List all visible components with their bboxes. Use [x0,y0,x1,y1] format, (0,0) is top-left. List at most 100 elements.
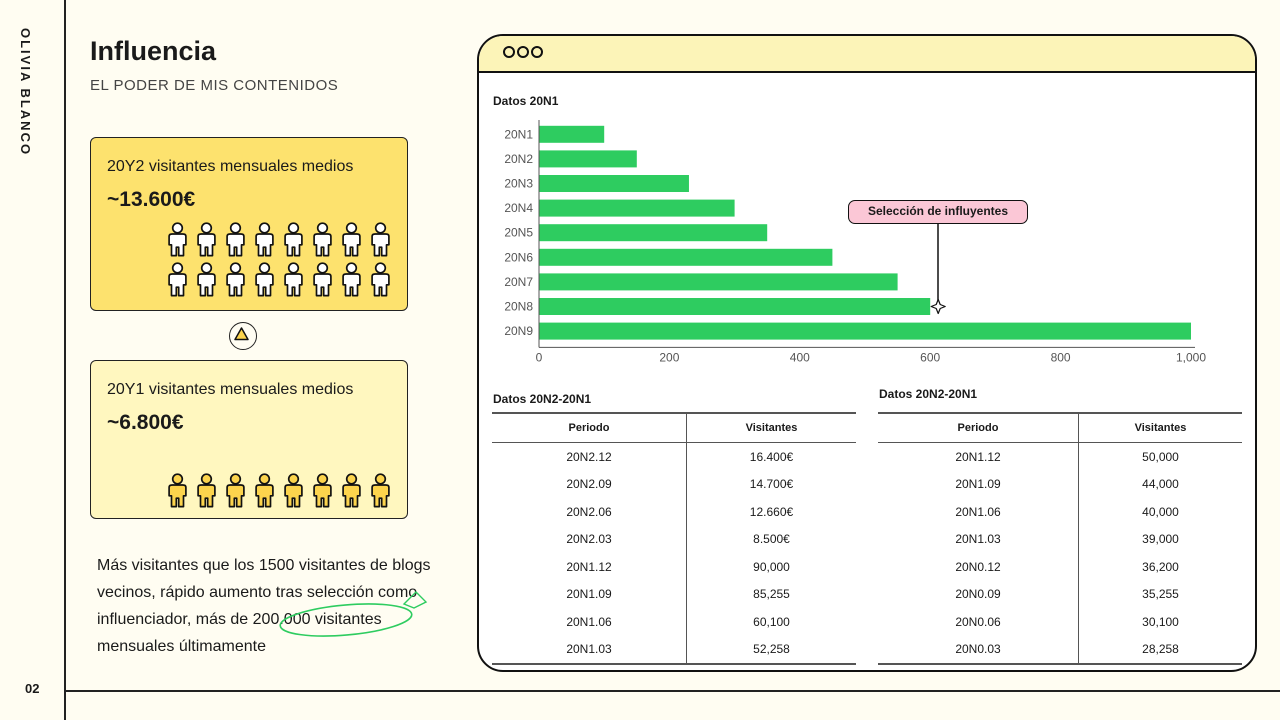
footer-divider [64,690,1280,692]
author-name: OLIVIA BLANCO [18,28,33,157]
page-number: 02 [25,681,40,696]
browser-window: Datos 20N1 20N1 20N2 20N3 20N4 20N5 20N6 20N7 2… [477,34,1257,672]
period-cell: 20N0.06 [878,608,1079,636]
x-tick-label: 0 [536,350,543,364]
x-tick-label: 600 [920,350,940,364]
table-row: 20N2.12 16.400€ [492,442,856,471]
people-icon-grid [163,222,395,298]
visitors-cell: 35,255 [1142,587,1179,602]
y-tick-label: 20N9 [504,324,533,338]
person-icon [255,473,274,508]
person-icon [284,222,303,257]
person-icon [197,473,216,508]
bar-20n9 [539,322,1191,340]
table-1-title: Datos 20N2-20N1 [493,392,592,406]
period-cell: 20N1.09 [878,470,1079,498]
person-icon [226,222,245,257]
stat-card-label: 20Y1 visitantes mensuales medios [107,381,354,398]
highlight-scribble [279,591,428,637]
table-row: 20N2.06 12.660€ [492,498,856,526]
table-row: 20N0.06 30,100 [878,608,1242,636]
visitors-cell: 12.660€ [749,504,794,519]
data-table-2: Periodo Visitantes 20N1.12 50,000 20N1.09 4… [878,412,1242,665]
person-icon [313,222,332,257]
period-cell: 20N0.12 [878,553,1079,581]
person-icon [255,262,274,297]
page-title: Influencia [90,36,217,66]
window-title-bar [479,36,1255,73]
period-cell: 20N1.06 [492,608,687,636]
visitors-cell: 52,258 [686,635,856,665]
visitors-cell: 36,200 [1142,559,1179,574]
people-icon-grid [163,473,395,509]
x-tick-label: 200 [659,350,679,364]
period-cell: 20N1.06 [878,498,1079,526]
sparkle-marker-icon [930,298,946,315]
chart-title: Datos 20N1 [493,94,559,108]
table-row: 20N1.03 39,000 [878,525,1242,553]
person-icon [284,473,303,508]
period-cell: 20N0.09 [878,580,1079,608]
bar-20n3 [539,175,689,192]
table-row: 20N1.06 60,100 [492,608,856,636]
table-row: 20N1.12 90,000 [492,553,856,581]
data-table-1: Periodo Visitantes 20N2.12 16.400€ 20N2.09… [492,412,856,665]
y-tick-label: 20N7 [504,275,533,289]
table-row: 20N0.12 36,200 [878,553,1242,581]
visitors-cell: 60,100 [753,614,790,629]
period-cell: 20N1.12 [492,553,687,581]
person-icon [342,222,361,257]
table-row: 20N0.09 35,255 [878,580,1242,608]
visitors-cell: 85,255 [753,587,790,602]
period-cell: 20N2.03 [492,525,687,553]
column-header: Periodo [492,412,687,443]
window-controls [503,46,543,58]
person-icon [284,262,303,297]
y-tick-label: 20N6 [504,250,533,264]
visitors-cell: 90,000 [753,559,790,574]
y-tick-label: 20N1 [504,127,533,141]
summary-text: Más visitantes que los 1500 visitantes d… [97,557,431,655]
person-icon [226,473,245,508]
visitors-cell: 40,000 [1142,504,1179,519]
sidebar-divider [64,0,66,720]
x-tick-label: 1,000 [1176,350,1206,364]
table-2-title: Datos 20N2-20N1 [879,387,978,401]
visitors-cell: 28,258 [1078,635,1242,665]
x-tick-label: 400 [790,350,810,364]
period-cell: 20N1.12 [878,442,1079,471]
bar-20n1 [539,125,605,143]
bar-20n7 [539,273,898,291]
bar-20n4 [539,199,735,217]
person-icon [226,262,245,297]
person-icon [197,262,216,297]
visitors-cell: 16.400€ [749,449,794,464]
window-dot[interactable] [517,46,529,58]
stat-card-20y2: 20Y2 visitantes mensuales medios ~13.600… [90,137,408,311]
y-tick-label: 20N3 [504,177,533,191]
x-tick-label: 800 [1051,350,1071,364]
column-header: Visitantes [1078,412,1242,443]
window-dot[interactable] [531,46,543,58]
y-tick-label: 20N5 [504,226,533,240]
table-row: 20N1.09 85,255 [492,580,856,608]
person-icon [168,262,187,297]
person-icon [168,222,187,257]
triangle-up-icon [234,327,249,341]
y-tick-label: 20N8 [504,300,533,314]
period-cell: 20N2.06 [492,498,687,526]
stat-card-value: ~13.600€ [107,188,196,211]
person-icon [371,473,390,508]
person-icon [313,473,332,508]
table-row: 20N1.03 52,258 [492,635,856,665]
period-cell: 20N1.03 [878,525,1079,553]
compare-up-button[interactable] [229,322,257,350]
visitors-cell: 8.500€ [753,532,790,547]
window-dot[interactable] [503,46,515,58]
person-icon [197,222,216,257]
stat-card-value: ~6.800€ [107,411,184,434]
table-row: 20N2.09 14.700€ [492,470,856,498]
person-icon [342,262,361,297]
bar-20n2 [539,150,637,168]
